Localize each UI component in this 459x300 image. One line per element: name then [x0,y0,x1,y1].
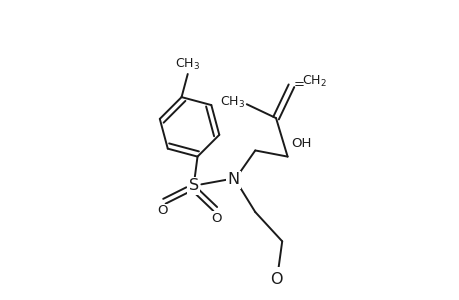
Text: OH: OH [291,137,311,151]
Text: O: O [269,272,282,287]
Text: S: S [188,178,198,194]
Text: CH$_3$: CH$_3$ [220,95,245,110]
Text: N: N [227,172,239,187]
Text: CH$_3$: CH$_3$ [175,57,200,72]
Text: O: O [157,204,168,218]
Text: CH$_2$: CH$_2$ [302,74,326,89]
Text: O: O [211,212,222,225]
Text: =: = [293,78,304,91]
